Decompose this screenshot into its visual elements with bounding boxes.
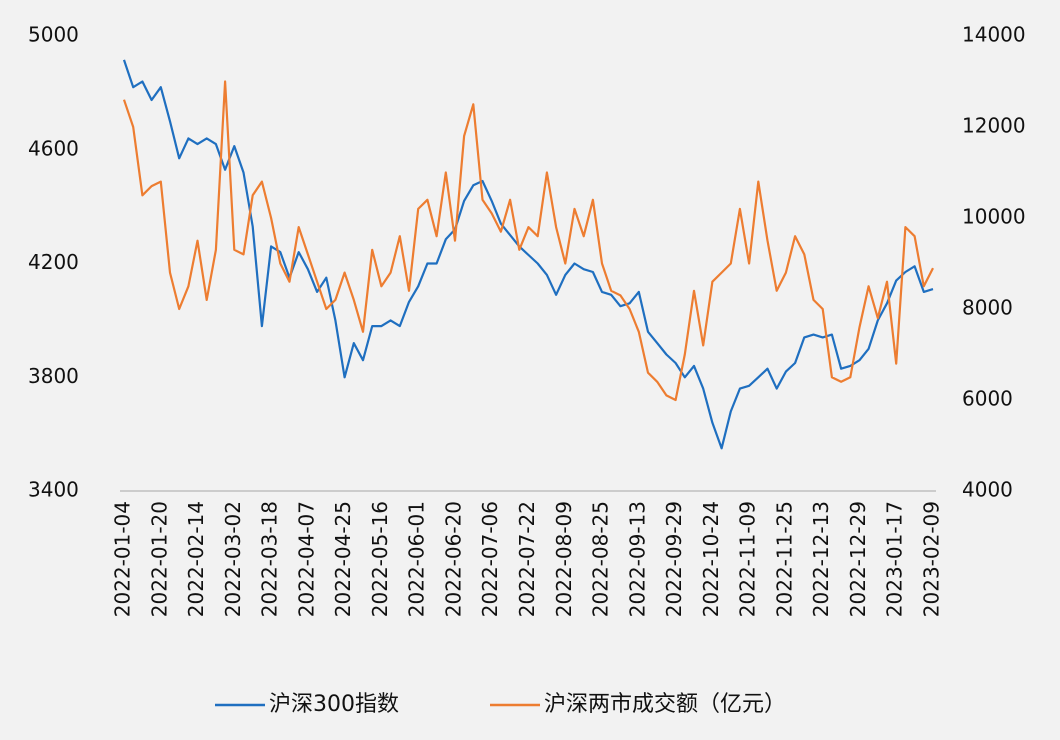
y-tick-label: 4200 <box>28 250 79 274</box>
x-tick-label: 2022-12-29 <box>846 501 870 617</box>
legend-label: 沪深300指数 <box>269 692 399 717</box>
y2-tick-label: 10000 <box>962 205 1026 229</box>
legend-label: 沪深两市成交额（亿元） <box>544 692 786 717</box>
x-tick-label: 2022-08-09 <box>552 501 576 617</box>
y2-tick-label: 8000 <box>962 296 1013 320</box>
y2-tick-label: 14000 <box>962 23 1026 47</box>
x-tick-label: 2022-05-16 <box>368 501 392 617</box>
y-tick-label: 4600 <box>28 136 79 160</box>
x-tick-label: 2022-04-25 <box>331 501 355 617</box>
x-tick-label: 2022-03-18 <box>258 501 282 617</box>
x-tick-label: 2022-04-07 <box>294 501 318 617</box>
x-tick-label: 2022-01-20 <box>147 501 171 617</box>
x-tick-label: 2022-12-13 <box>809 501 833 617</box>
y2-tick-label: 4000 <box>962 478 1013 502</box>
y-tick-label: 5000 <box>28 23 79 47</box>
x-tick-label: 2022-08-25 <box>589 501 613 617</box>
x-tick-label: 2022-06-01 <box>405 501 429 617</box>
series-line <box>122 59 934 450</box>
x-tick-label: 2022-03-02 <box>221 501 245 617</box>
x-tick-label: 2022-09-13 <box>625 501 649 617</box>
y-tick-label: 3400 <box>28 478 79 502</box>
x-tick-label: 2022-01-04 <box>111 501 135 617</box>
x-tick-label: 2023-01-17 <box>883 501 907 617</box>
x-tick-label: 2022-07-22 <box>515 501 539 617</box>
x-tick-label: 2023-02-09 <box>920 501 944 617</box>
x-tick-label: 2022-07-06 <box>478 501 502 617</box>
y2-tick-label: 12000 <box>962 114 1026 138</box>
y-tick-label: 3800 <box>28 364 79 388</box>
y2-tick-label: 6000 <box>962 387 1013 411</box>
x-tick-label: 2022-09-29 <box>662 501 686 617</box>
x-tick-label: 2022-11-25 <box>772 501 796 617</box>
series-line <box>122 80 934 402</box>
x-tick-label: 2022-02-14 <box>184 501 208 617</box>
x-tick-label: 2022-10-24 <box>699 501 723 617</box>
x-tick-label: 2022-06-20 <box>441 501 465 617</box>
x-tick-label: 2022-11-09 <box>736 501 760 617</box>
